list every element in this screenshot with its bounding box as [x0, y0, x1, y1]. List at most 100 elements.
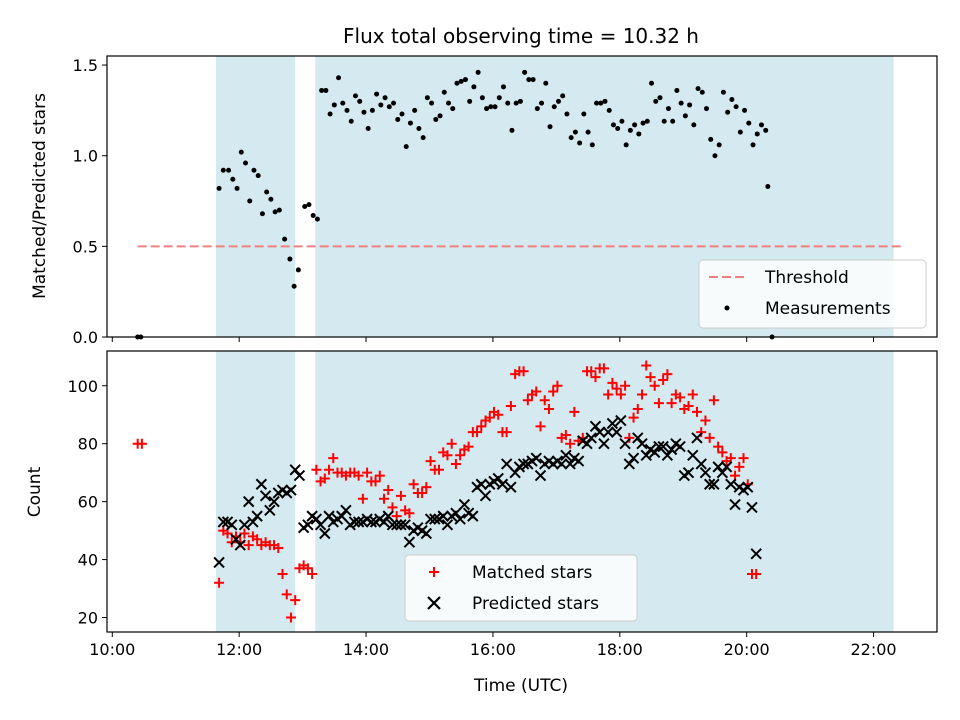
predicted-star-point: [255, 478, 268, 490]
measurement-point: [220, 167, 226, 173]
measurement-point: [475, 69, 481, 75]
predicted-star-point: [340, 504, 352, 517]
measurement-point: [268, 196, 274, 202]
predicted-star-point: [665, 443, 678, 456]
predicted-star-point: [314, 519, 327, 531]
measurement-point: [450, 106, 456, 112]
measurement-point: [458, 78, 464, 84]
matched-star-point: [653, 398, 664, 409]
matched-star-point: [590, 372, 601, 383]
matched-star-point: [404, 508, 415, 519]
predicted-star-point: [640, 449, 652, 461]
matched-star-point: [603, 389, 614, 400]
x-tick-label: 16:00: [470, 640, 516, 659]
predicted-star-point: [560, 449, 572, 461]
measurement-point: [441, 89, 447, 95]
y-tick-label: 100: [67, 377, 98, 396]
x-tick-label: 20:00: [724, 640, 770, 659]
measurement-point: [699, 89, 705, 95]
matched-star-point: [687, 389, 698, 400]
predicted-star-point: [653, 440, 665, 453]
matched-star-point: [607, 377, 618, 388]
matched-star-point: [704, 432, 715, 443]
predicted-star-point: [632, 432, 644, 444]
measurement-point: [657, 95, 663, 101]
measurement-point: [234, 185, 240, 191]
predicted-star-point: [420, 527, 433, 540]
matched-star-point: [658, 374, 669, 385]
predicted-star-point: [310, 513, 323, 525]
measurement-point: [471, 84, 477, 90]
matched-star-point: [383, 485, 394, 496]
measurement-point: [352, 93, 358, 99]
measurement-point: [758, 122, 764, 128]
measurement-point: [598, 100, 604, 106]
predicted-star-point: [619, 437, 631, 450]
matched-star-point: [307, 569, 318, 580]
measurement-point: [302, 203, 308, 209]
measurement-point: [615, 126, 621, 132]
measurement-point: [589, 142, 595, 148]
matched-star-point: [691, 406, 702, 417]
measurement-point: [327, 111, 333, 117]
measurement-point: [636, 131, 642, 137]
measurement-point: [564, 111, 570, 117]
predicted-star-point: [695, 458, 707, 470]
matched-star-point: [395, 490, 406, 501]
legend-measurements-label: Measurements: [765, 299, 891, 319]
matched-star-point: [421, 482, 432, 493]
measurement-point: [754, 131, 760, 137]
matched-star-point: [273, 542, 284, 553]
measurement-point: [517, 98, 523, 104]
matched-star-point: [425, 456, 436, 467]
measurement-point: [610, 122, 616, 128]
measurement-point: [496, 95, 502, 101]
predicted-star-point: [505, 481, 517, 493]
matched-star-point: [522, 395, 533, 406]
legend-box: [698, 259, 927, 329]
measurement-point: [386, 104, 392, 110]
predicted-star-point: [268, 495, 280, 508]
predicted-star-point: [454, 513, 466, 525]
measurement-point: [526, 77, 532, 83]
measurement-point: [695, 86, 701, 92]
matched-star-point: [683, 401, 694, 412]
measurement-point: [323, 87, 329, 93]
predicted-star-point: [213, 556, 225, 569]
measurement-point: [226, 167, 232, 173]
measurement-point: [365, 126, 371, 132]
matched-star-point: [324, 464, 335, 475]
predicted-star-point: [390, 519, 403, 531]
matched-star-point: [565, 438, 576, 449]
measurement-point: [644, 118, 650, 124]
matched-star-point: [136, 438, 147, 449]
predicted-star-point: [259, 490, 272, 502]
top-chart: 0.0 0.5 1.0 1.5 Threshold Measurements: [73, 55, 938, 347]
matched-star-point: [374, 470, 385, 481]
predicted-star-point: [627, 452, 640, 464]
matched-star-point: [311, 464, 322, 475]
predicted-star-point: [615, 414, 627, 427]
measurement-point: [708, 136, 714, 142]
x-tick-label: 18:00: [597, 640, 643, 659]
predicted-star-point: [242, 495, 255, 508]
matched-star-point: [713, 441, 724, 452]
predicted-star-point: [712, 461, 724, 473]
predicted-star-point: [382, 510, 394, 522]
matched-star-point: [543, 403, 554, 414]
matched-star-point: [505, 401, 516, 412]
measurement-point: [534, 106, 540, 112]
measurement-point: [282, 236, 288, 242]
x-tick-label: 14:00: [343, 640, 389, 659]
legend-threshold-label: Threshold: [764, 268, 849, 288]
predicted-star-point: [234, 539, 246, 551]
measurement-point: [513, 100, 519, 106]
axes-frame: [106, 350, 938, 633]
matched-star-point: [662, 369, 673, 380]
measurement-point: [492, 104, 498, 110]
measurement-point: [509, 127, 515, 133]
measurement-point: [399, 111, 405, 117]
measurement-point: [395, 116, 401, 122]
predicted-star-point: [594, 426, 606, 438]
predicted-star-point: [623, 458, 636, 470]
